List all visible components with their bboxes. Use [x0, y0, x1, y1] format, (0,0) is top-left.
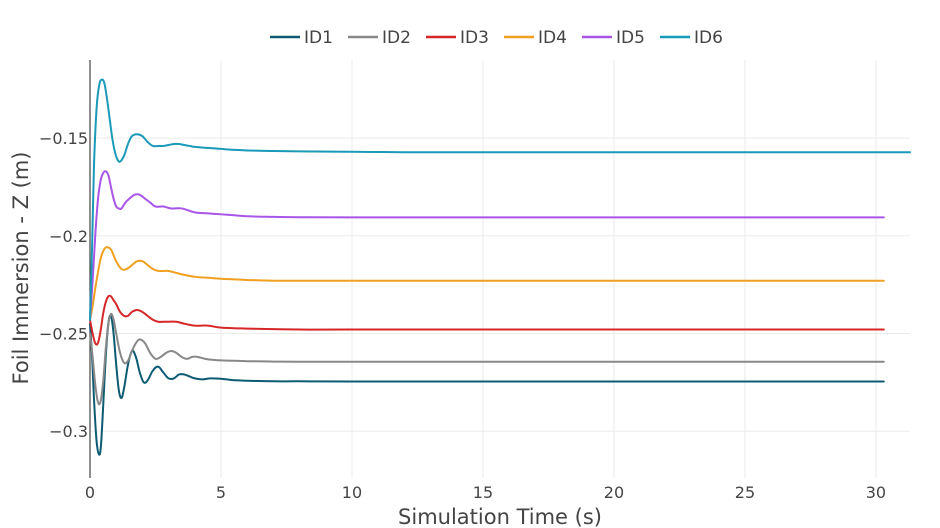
series-line-id3 [89, 294, 885, 346]
y-tick-label: −0.15 [39, 129, 88, 148]
y-axis-title: Foil Immersion - Z (m) [9, 152, 33, 385]
x-tick-label: 25 [735, 483, 755, 502]
series-line-id1 [89, 314, 885, 456]
y-tick-label: −0.25 [39, 324, 88, 343]
y-tick-labels: −0.15 −0.2 −0.25 −0.3 [39, 129, 88, 441]
legend-item-id6[interactable]: ID6 [660, 28, 723, 48]
x-tick-labels: 0 5 10 15 20 25 30 [85, 483, 886, 502]
legend-label: ID2 [382, 28, 411, 48]
legend-label: ID4 [538, 28, 567, 48]
legend-item-id4[interactable]: ID4 [504, 28, 567, 48]
x-tick-label: 5 [216, 483, 226, 502]
x-gridlines [220, 60, 877, 478]
legend-item-id5[interactable]: ID5 [582, 28, 645, 48]
x-tick-label: 0 [85, 483, 95, 502]
legend-label: ID5 [616, 28, 645, 48]
y-tick-label: −0.3 [49, 422, 88, 441]
series-line-id2 [89, 312, 885, 406]
legend-item-id2[interactable]: ID2 [348, 28, 411, 48]
y-tick-label: −0.2 [49, 227, 88, 246]
series-line-id4 [89, 246, 885, 321]
legend[interactable]: ID1 ID2 ID3 ID4 ID5 ID6 [270, 28, 723, 48]
series-line-id5 [89, 170, 885, 321]
x-axis-title: Simulation Time (s) [398, 505, 602, 528]
legend-item-id3[interactable]: ID3 [426, 28, 489, 48]
legend-label: ID3 [460, 28, 489, 48]
legend-label: ID1 [304, 28, 333, 48]
y-gridlines [90, 137, 910, 432]
legend-item-id1[interactable]: ID1 [270, 28, 333, 48]
x-tick-label: 30 [866, 483, 886, 502]
series-line-id6 [89, 78, 911, 321]
series-layer [89, 78, 911, 456]
x-tick-label: 20 [604, 483, 624, 502]
legend-label: ID6 [694, 28, 723, 48]
x-tick-label: 10 [342, 483, 362, 502]
x-tick-label: 15 [473, 483, 493, 502]
